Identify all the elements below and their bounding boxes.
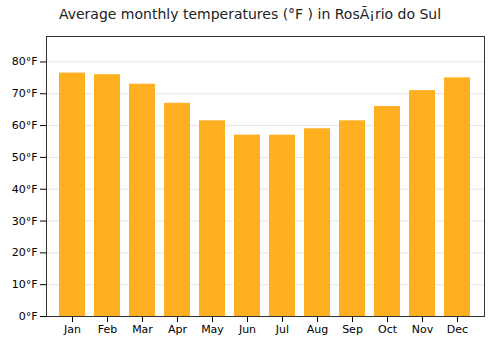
- svg-text:Dec: Dec: [447, 323, 468, 336]
- svg-text:Feb: Feb: [98, 323, 117, 336]
- svg-text:40°F: 40°F: [12, 183, 38, 196]
- svg-text:30°F: 30°F: [12, 215, 38, 228]
- svg-text:Oct: Oct: [378, 323, 398, 336]
- svg-text:20°F: 20°F: [12, 246, 38, 259]
- svg-text:Sep: Sep: [342, 323, 363, 336]
- svg-text:10°F: 10°F: [12, 278, 38, 291]
- svg-text:Mar: Mar: [132, 323, 153, 336]
- svg-text:Aug: Aug: [307, 323, 328, 336]
- svg-text:60°F: 60°F: [12, 119, 38, 132]
- svg-text:Jan: Jan: [63, 323, 81, 336]
- svg-text:70°F: 70°F: [12, 87, 38, 100]
- svg-text:Apr: Apr: [168, 323, 188, 336]
- html-text:Average monthly temperatures (: Average monthly temperatures (°F ) in Ro…: [58, 6, 442, 22]
- svg-text:50°F: 50°F: [12, 151, 38, 164]
- svg-text:80°F: 80°F: [12, 55, 38, 68]
- svg-text:Nov: Nov: [412, 323, 434, 336]
- svg-text:Jul: Jul: [275, 323, 289, 336]
- svg-text:May: May: [201, 323, 224, 336]
- svg-text:0°F: 0°F: [19, 310, 38, 323]
- svg-text:Jun: Jun: [238, 323, 256, 336]
